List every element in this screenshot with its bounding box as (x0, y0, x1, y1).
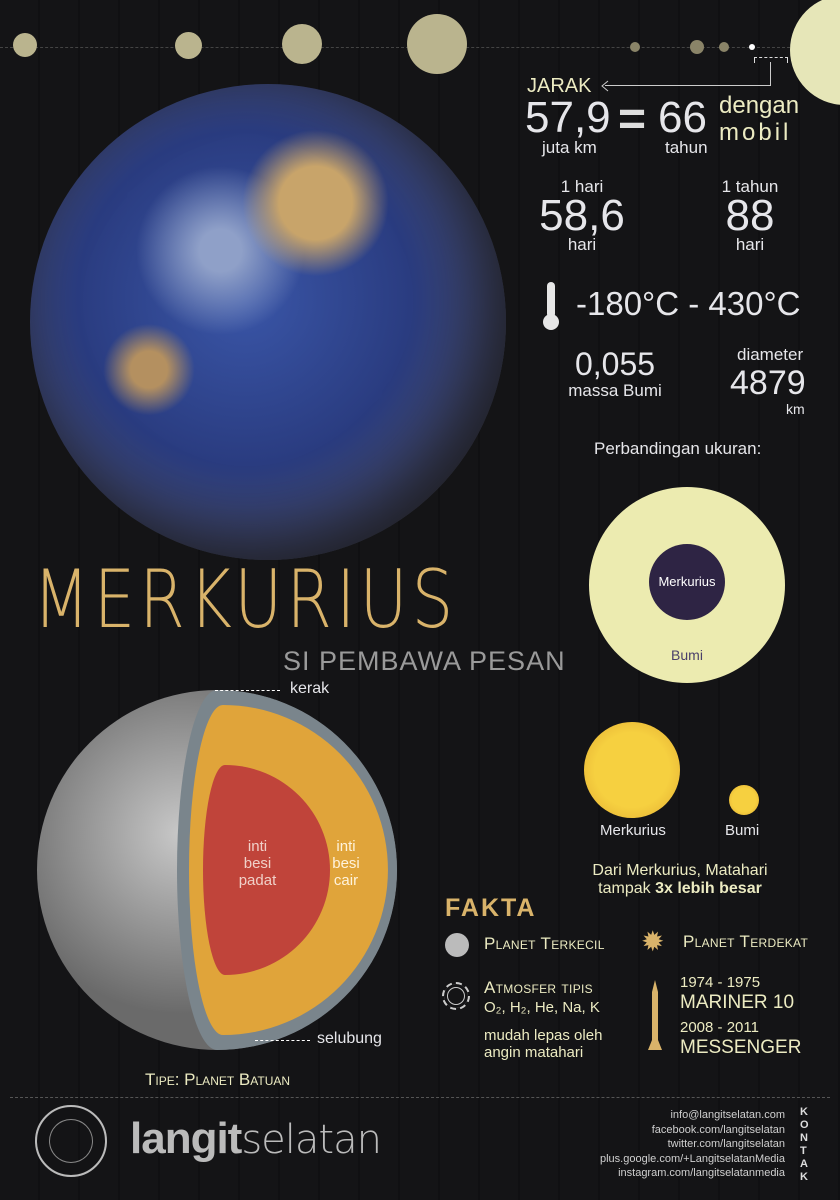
diameter-unit: km (786, 401, 805, 417)
sun-from-mercury (584, 722, 680, 818)
fact-atmosphere: Atmosfer tipis (484, 978, 593, 997)
label-crust: kerak (290, 680, 330, 697)
car-text: dengan mobil (719, 92, 800, 146)
earth-size-label: Bumi (671, 647, 703, 663)
logo-seal (35, 1105, 107, 1177)
car-years-unit: tahun (665, 138, 708, 157)
fact-escape: mudah lepas oleh angin matahari (484, 1027, 603, 1061)
car-years-value: 66 (658, 93, 707, 142)
sun-from-earth (729, 785, 759, 815)
sun-compare-text: Dari Merkurius, Matahari tampak 3x lebih… (592, 862, 768, 897)
distance-value: 57,9 (525, 93, 611, 142)
label-mantle: selubung (317, 1030, 382, 1047)
thermometer-icon (543, 282, 559, 330)
distance-bracket (754, 57, 788, 63)
planet-earth-dot (282, 24, 322, 64)
contact-instagram[interactable]: instagram.com/langitselatanmedia (618, 1167, 785, 1179)
mission-2-years: 2008 - 2011 (680, 1019, 759, 1036)
planet-mercury-dot (13, 33, 37, 57)
distance-label: JARAK (527, 75, 592, 97)
distance-unit: juta km (542, 138, 597, 157)
orbit-dot (690, 40, 704, 54)
fact-smallest: Planet Terkecil (484, 934, 605, 953)
mercury-planet-image (30, 84, 506, 560)
facts-heading: FAKTA (445, 894, 537, 922)
sun-edge (790, 0, 840, 105)
small-planet-icon (445, 933, 469, 957)
sun-label-earth: Bumi (725, 822, 760, 839)
year-stat: 1 tahun 88 hari (721, 177, 779, 254)
page-subtitle: SI PEMBAWA PESAN (283, 646, 566, 676)
mission-1-years: 1974 - 1975 (680, 974, 761, 991)
diameter-value: 4879 (730, 364, 806, 402)
footer-divider (10, 1097, 830, 1098)
contact-label: KONTAK (800, 1106, 809, 1183)
size-compare-heading: Perbandingan ukuran: (594, 439, 762, 458)
label-outer-core: inti besi cair (332, 838, 360, 889)
crust-arrow (215, 690, 280, 691)
mission-2-name: MESSENGER (680, 1037, 802, 1058)
mercury-size-label: Merkurius (658, 574, 716, 589)
contact-facebook[interactable]: facebook.com/langitselatan (651, 1123, 785, 1136)
contact-twitter[interactable]: twitter.com/langitselatan (667, 1138, 785, 1150)
label-inner-core: inti besi padat (238, 838, 277, 889)
sun-label-mercury: Merkurius (600, 822, 666, 839)
equals-sign: = (618, 93, 647, 146)
arrow-head-icon (601, 80, 609, 92)
planet-type: Tipe: Planet Batuan (145, 1070, 291, 1089)
brand-name: langitselatan (130, 1114, 382, 1164)
planet-mars-dot (407, 14, 467, 74)
page-title: MERKURIUS (33, 553, 458, 646)
fact-nearest: Planet Terdekat (683, 932, 809, 951)
mercury-structure-diagram (37, 690, 397, 1050)
sun-icon: ✹ (641, 926, 665, 957)
mercury-size-circle (649, 544, 725, 620)
contact-googleplus[interactable]: plus.google.com/+LangitselatanMedia (600, 1152, 785, 1165)
distance-arrow (605, 62, 771, 86)
orbit-dot-mercury (749, 44, 755, 50)
mantle-arrow (255, 1040, 310, 1041)
rocket-icon (648, 980, 662, 1050)
atmosphere-icon (442, 982, 470, 1010)
contact-email[interactable]: info@langitselatan.com (670, 1109, 785, 1121)
diameter-label: diameter (737, 345, 804, 364)
orbit-dot (630, 42, 640, 52)
temperature-range: -180°C - 430°C (576, 285, 801, 322)
mass-stat: 0,055 massa Bumi (568, 346, 662, 400)
planet-venus-dot (175, 32, 202, 59)
orbit-line (0, 47, 790, 48)
fact-gases: O₂, H₂, He, Na, K (484, 999, 600, 1016)
mission-1-name: MARINER 10 (680, 992, 795, 1013)
day-stat: 1 hari 58,6 hari (539, 177, 625, 254)
orbit-dot (719, 42, 729, 52)
contact-list: info@langitselatan.com facebook.com/lang… (560, 1108, 785, 1181)
inner-core-layer (203, 765, 330, 975)
